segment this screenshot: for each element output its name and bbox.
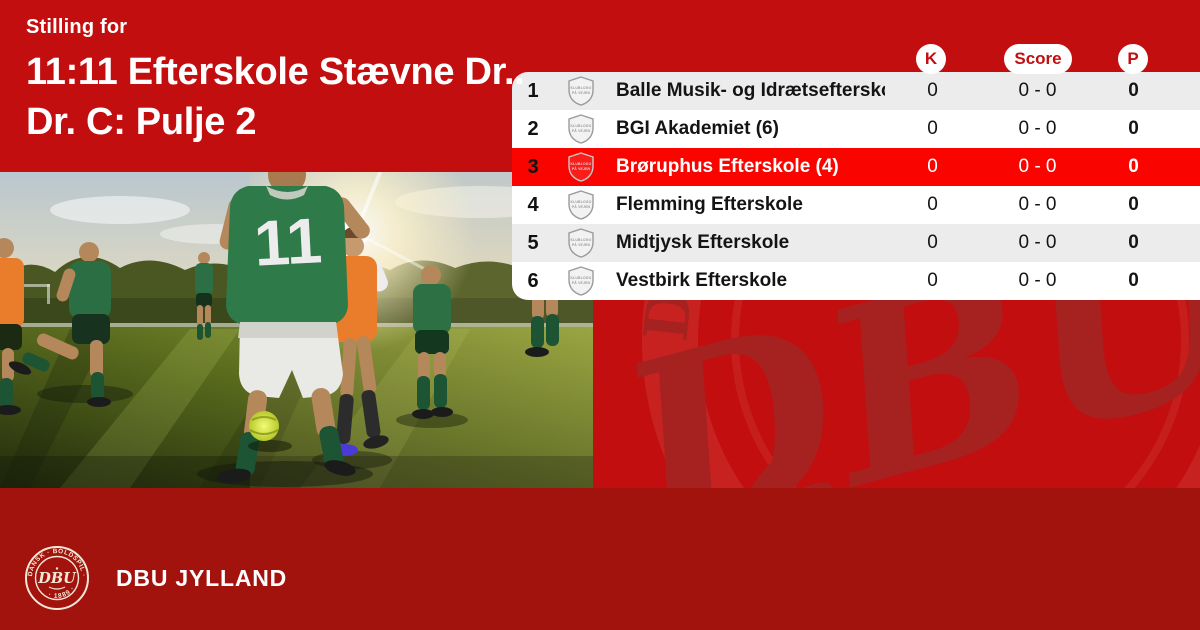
club-shield-icon: KLUBLOGO PÅ VEJEN <box>554 152 608 182</box>
svg-text:PÅ VEJEN: PÅ VEJEN <box>572 242 591 247</box>
club-shield-icon: KLUBLOGO PÅ VEJEN <box>554 228 608 258</box>
matches-value: 0 <box>927 194 938 215</box>
player-left <box>8 242 133 407</box>
header: Stilling for 11:11 Efterskole Stævne Dr.… <box>26 16 525 147</box>
standings-table: 1 KLUBLOGO PÅ VEJEN Balle Musik- og Idræt… <box>512 72 1200 300</box>
page-title: 11:11 Efterskole Stævne Dr.. Dr. C: Pulj… <box>26 47 525 147</box>
team-name: Midtjysk Efterskole <box>616 232 790 253</box>
points-value: 0 <box>1128 270 1139 291</box>
player-distant <box>195 252 213 340</box>
svg-text:PÅ VEJEN: PÅ VEJEN <box>572 90 591 95</box>
bottom-strip <box>0 488 1200 630</box>
matches-value: 0 <box>927 232 938 253</box>
position: 3 <box>527 155 539 178</box>
position: 1 <box>527 79 539 102</box>
score-value: 0 - 0 <box>1018 80 1057 101</box>
team-name: Flemming Efterskole <box>616 194 803 215</box>
club-shield-icon: KLUBLOGO PÅ VEJEN <box>554 76 608 106</box>
jersey-number: 11 <box>252 204 323 279</box>
score-value: 0 - 0 <box>1018 232 1057 253</box>
matches-value: 0 <box>927 270 938 291</box>
points-value: 0 <box>1128 80 1139 101</box>
team-name: Vestbirk Efterskole <box>616 270 788 291</box>
svg-text:PÅ VEJEN: PÅ VEJEN <box>572 128 591 133</box>
score-value: 0 - 0 <box>1018 270 1057 291</box>
club-shield-icon: KLUBLOGO PÅ VEJEN <box>554 266 608 296</box>
svg-text:DBU: DBU <box>37 570 77 587</box>
position: 5 <box>527 231 539 254</box>
position: 4 <box>527 193 539 216</box>
svg-text:KLUBLOGO: KLUBLOGO <box>570 162 591 166</box>
football-photo-illustration: 11 <box>0 112 593 488</box>
svg-text:PÅ VEJEN: PÅ VEJEN <box>572 166 591 171</box>
match-photo: 11 <box>0 112 593 488</box>
score-value: 0 - 0 <box>1018 118 1057 139</box>
player-far-left <box>0 238 24 415</box>
player-main: 11 <box>197 156 373 487</box>
score-value: 0 - 0 <box>1018 194 1057 215</box>
matches-value: 0 <box>927 156 938 177</box>
svg-text:PÅ VEJEN: PÅ VEJEN <box>572 204 591 209</box>
svg-text:PÅ VEJEN: PÅ VEJEN <box>572 280 591 285</box>
title-line-2: Dr. C: Pulje 2 <box>26 101 257 143</box>
svg-text:· 1889 ·: · 1889 · <box>47 585 77 600</box>
team-name: Brøruphus Efterskole (4) <box>616 156 839 177</box>
svg-text:KLUBLOGO: KLUBLOGO <box>570 200 591 204</box>
position: 2 <box>527 117 539 140</box>
player-right <box>396 265 468 428</box>
club-shield-icon: KLUBLOGO PÅ VEJEN <box>554 114 608 144</box>
club-shield-icon: KLUBLOGO PÅ VEJEN <box>554 190 608 220</box>
svg-text:KLUBLOGO: KLUBLOGO <box>570 276 591 280</box>
points-value: 0 <box>1128 156 1139 177</box>
matches-value: 0 <box>927 118 938 139</box>
eyebrow-label: Stilling for <box>26 16 128 38</box>
table-row: 1 KLUBLOGO PÅ VEJEN Balle Musik- og Idræt… <box>512 72 1200 110</box>
position: 6 <box>527 269 539 292</box>
svg-text:KLUBLOGO: KLUBLOGO <box>570 124 591 128</box>
table-row: 6 KLUBLOGO PÅ VEJEN Vestbirk Efterskole 0… <box>512 262 1200 300</box>
table-row: 4 KLUBLOGO PÅ VEJEN Flemming Efterskole 0… <box>512 186 1200 224</box>
table-row-highlighted: 3 KLUBLOGO PÅ VEJEN Brøruphus Efterskole … <box>512 148 1200 186</box>
column-header-k: K <box>916 44 946 74</box>
team-name: BGI Akademiet (6) <box>616 118 779 139</box>
matches-value: 0 <box>927 80 938 101</box>
points-value: 0 <box>1128 194 1139 215</box>
svg-text:KLUBLOGO: KLUBLOGO <box>570 86 591 90</box>
points-value: 0 <box>1128 232 1139 253</box>
svg-text:KLUBLOGO: KLUBLOGO <box>570 238 591 242</box>
table-row: 2 KLUBLOGO PÅ VEJEN BGI Akademiet (6) 0 0… <box>512 110 1200 148</box>
title-line-1: 11:11 Efterskole Stævne Dr.. <box>26 51 525 93</box>
score-value: 0 - 0 <box>1018 156 1057 177</box>
team-name: Balle Musik- og Idrætsefterskole <box>616 80 885 101</box>
column-header-p: P <box>1118 44 1148 74</box>
column-header-score: Score <box>1004 44 1072 74</box>
dbu-logo: DANSK · BOLDSPIL · UNION · 1889 · DBU <box>24 545 89 610</box>
football <box>248 411 292 452</box>
footer: DANSK · BOLDSPIL · UNION · 1889 · DBU DB… <box>24 545 287 611</box>
table-row: 5 KLUBLOGO PÅ VEJEN Midtjysk Efterskole 0… <box>512 224 1200 262</box>
brand-name: DBU JYLLAND <box>116 564 288 591</box>
points-value: 0 <box>1128 118 1139 139</box>
